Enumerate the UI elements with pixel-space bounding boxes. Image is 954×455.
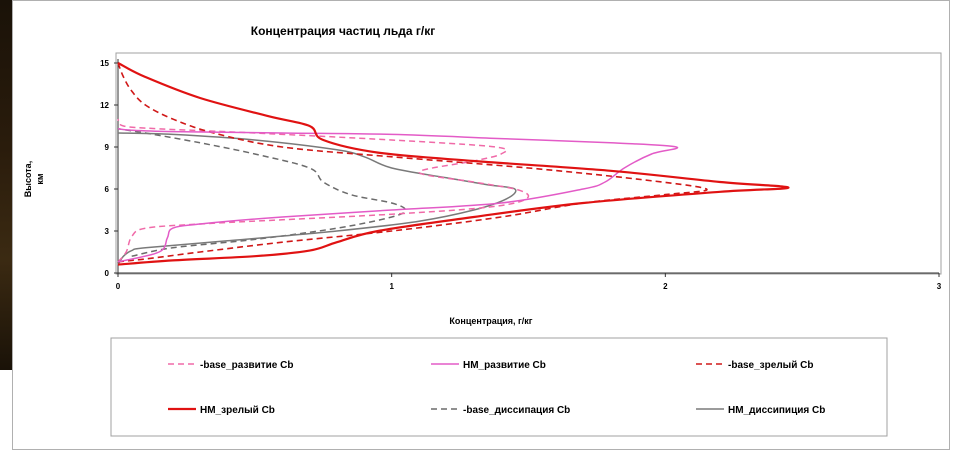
chart-svg: Концентрация частиц льда г/кг Концентрац…	[23, 24, 942, 437]
y-tick-label: 6	[105, 185, 110, 194]
background-photo-strip	[0, 0, 12, 370]
x-tick-label: 0	[116, 282, 121, 291]
y-axis-label-line2: км	[35, 173, 45, 185]
legend-label: HM_зрелый Cb	[200, 405, 275, 416]
series-layer	[117, 62, 790, 266]
legend-box	[110, 337, 888, 437]
series-line-4	[117, 62, 790, 266]
legend-label: -base_развитие Cb	[200, 360, 293, 371]
x-tick-label: 3	[937, 282, 942, 291]
y-tick-label: 15	[100, 59, 109, 68]
plot-area-border	[115, 52, 942, 275]
y-tick-label: 9	[105, 143, 110, 152]
chart-area: Концентрация частиц льда г/кг Концентрац…	[12, 0, 950, 450]
chart-title: Концентрация частиц льда г/кг	[251, 24, 435, 38]
series-line-5	[117, 128, 407, 257]
x-tick-label: 1	[389, 282, 394, 291]
series-line-3	[117, 62, 708, 263]
y-tick-label: 3	[105, 227, 110, 236]
y-tick-label: 12	[100, 101, 109, 110]
legend-label: -base_зрелый Cb	[728, 360, 813, 371]
x-tick-label: 2	[663, 282, 668, 291]
legend-label: HM_диссипиция Cb	[728, 405, 825, 416]
y-axis-label-line1: Высота,	[23, 161, 33, 197]
legend-label: -base_диссипация Cb	[463, 405, 570, 416]
legend: -base_развитие Cb HM_развитие Cb -base_зре…	[168, 360, 825, 416]
x-axis-label: Концентрация, г/кг	[449, 316, 532, 326]
series-line-2	[117, 128, 679, 263]
series-line-6	[117, 132, 517, 266]
y-tick-label: 0	[105, 269, 110, 278]
legend-label: HM_развитие Cb	[463, 360, 546, 371]
